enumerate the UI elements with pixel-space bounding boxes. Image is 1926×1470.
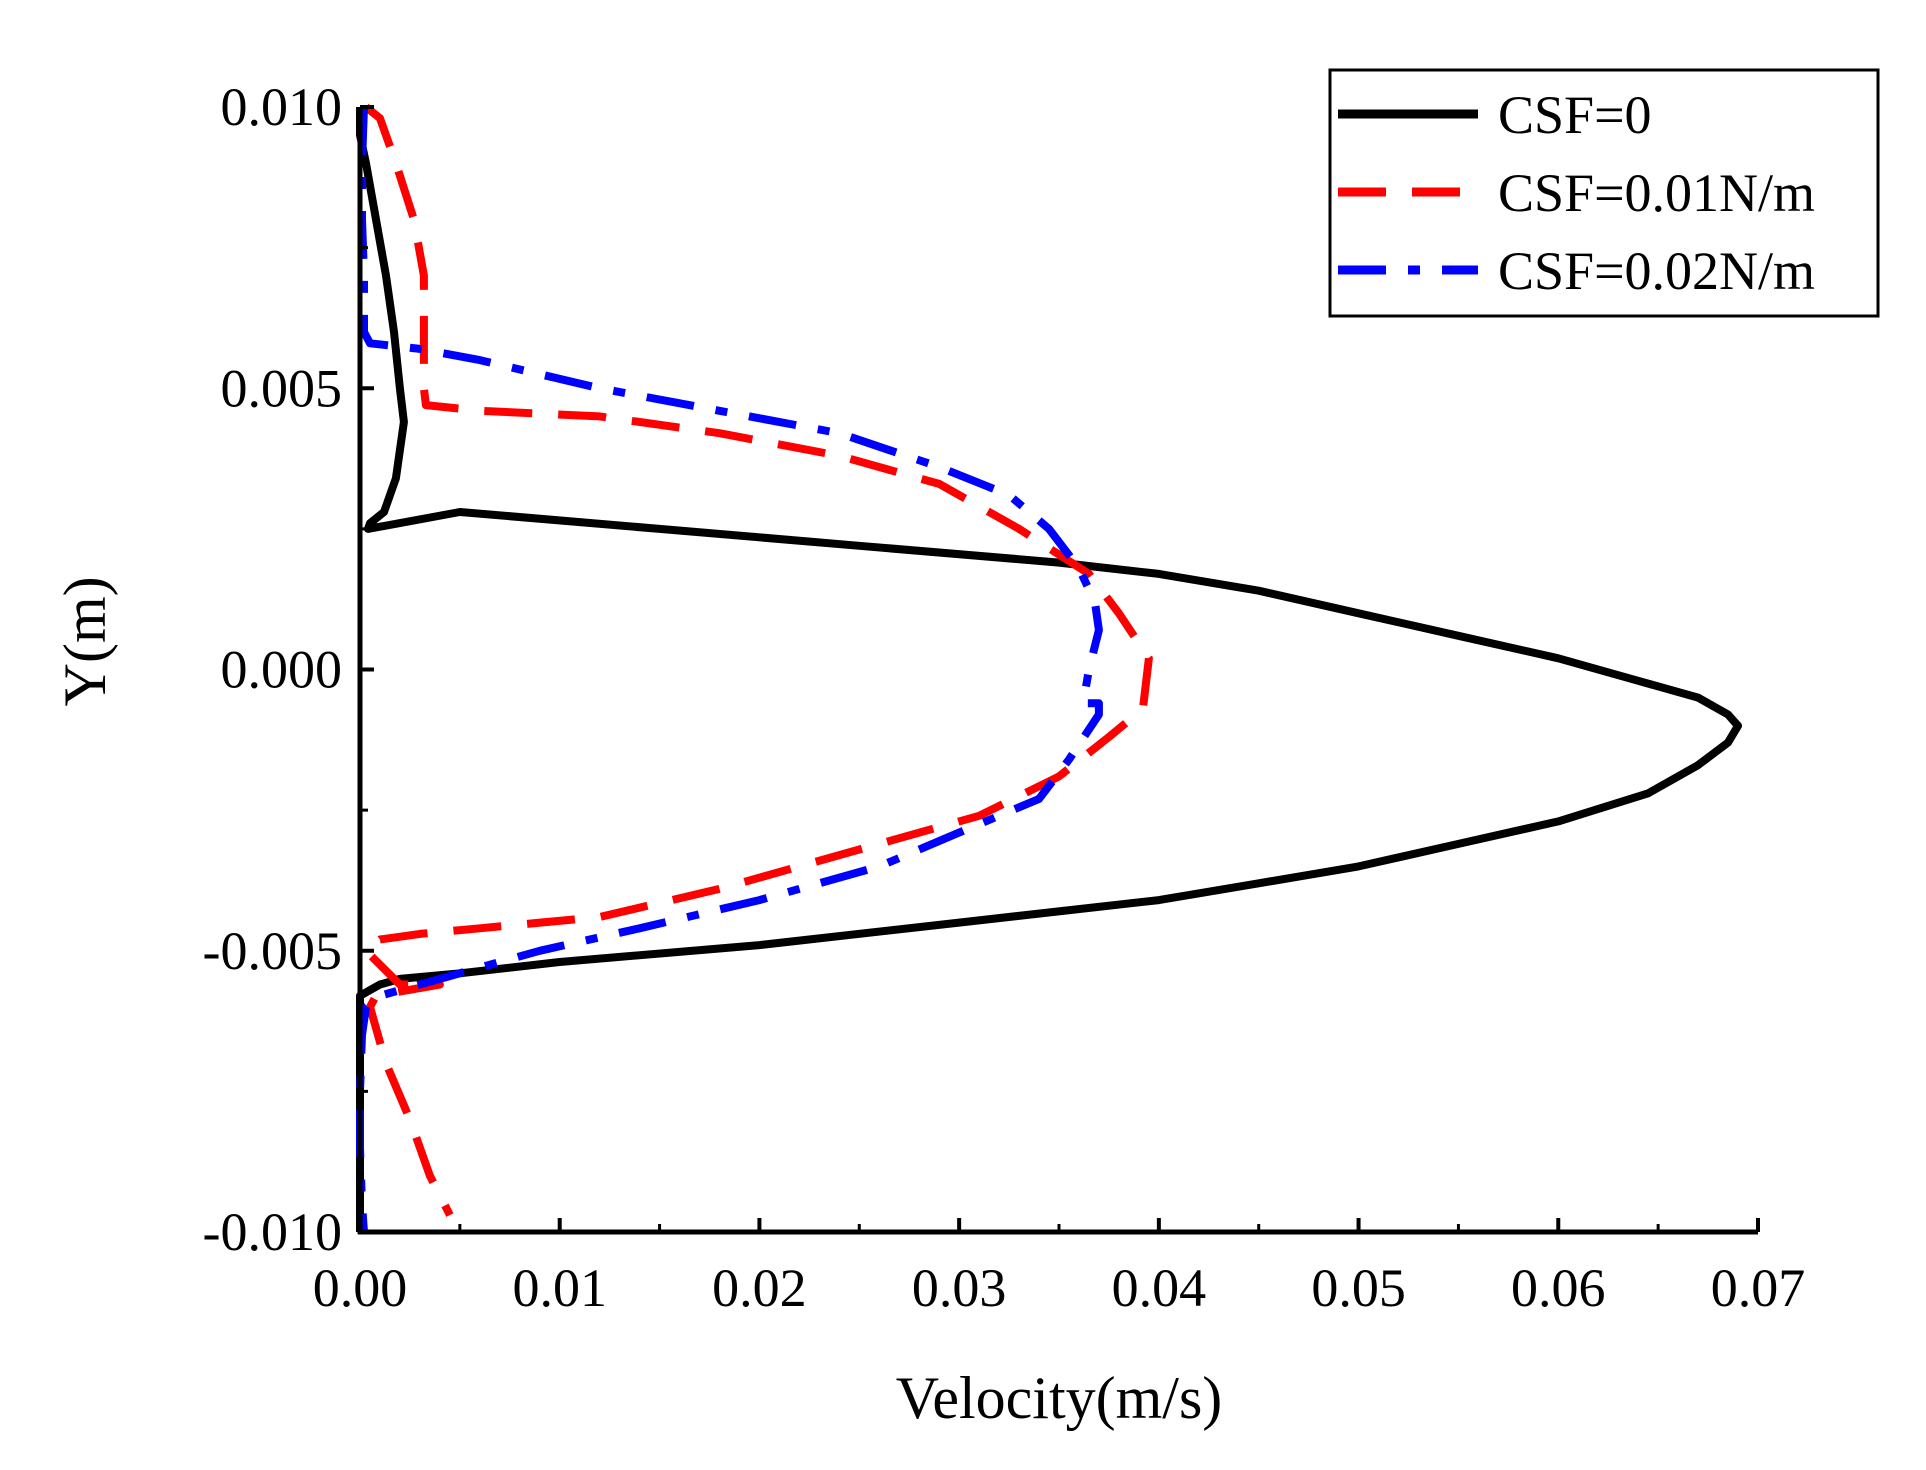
y-tick-label: 0.010: [221, 77, 343, 137]
series-line-1: [356, 107, 1742, 1232]
y-tick-label: -0.010: [203, 1202, 342, 1262]
y-tick-label: 0.005: [221, 358, 343, 418]
x-tick-label: 0.01: [512, 1258, 607, 1318]
series-layer: [356, 103, 1742, 1233]
x-tick-label: 0.02: [712, 1258, 807, 1318]
series-line-2: [362, 103, 1153, 1217]
x-axis-title: Velocity(m/s): [896, 1365, 1223, 1431]
y-axis-title: Y(m): [52, 576, 118, 706]
x-axis-ticks: 0.00 0.01 0.02 0.03 0.04 0.05 0.06 0.07: [313, 1218, 1806, 1318]
x-tick-label: 0.03: [912, 1258, 1007, 1318]
x-tick-label: 0.04: [1112, 1258, 1207, 1318]
legend: CSF=0 CSF=0.01N/m CSF=0.02N/m: [1328, 68, 1880, 318]
x-tick-label: 0.07: [1711, 1258, 1806, 1318]
x-tick-label: 0.00: [313, 1258, 408, 1318]
legend-label-3: CSF=0.02N/m: [1498, 241, 1815, 301]
legend-label-1: CSF=0: [1498, 85, 1652, 145]
x-tick-label: 0.05: [1311, 1258, 1406, 1318]
series-line-3: [356, 106, 1103, 1233]
y-axis-ticks: -0.010 -0.005 0.000 0.005 0.010: [203, 77, 374, 1262]
x-tick-label: 0.06: [1511, 1258, 1606, 1318]
y-tick-label: 0.000: [221, 640, 343, 700]
legend-label-2: CSF=0.01N/m: [1498, 163, 1815, 223]
y-tick-label: -0.005: [203, 921, 342, 981]
